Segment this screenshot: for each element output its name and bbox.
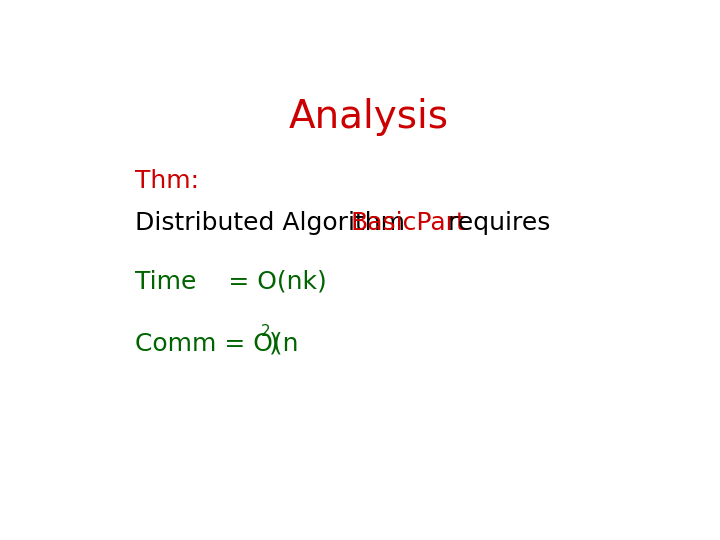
Text: Comm = O(n: Comm = O(n — [135, 332, 298, 355]
Text: Time    = O(nk): Time = O(nk) — [135, 269, 326, 293]
Text: Distributed Algorithm: Distributed Algorithm — [135, 211, 413, 235]
Text: BasicPart: BasicPart — [350, 211, 466, 235]
Text: Thm:: Thm: — [135, 169, 199, 193]
Text: Analysis: Analysis — [289, 98, 449, 136]
Text: 2: 2 — [261, 324, 271, 339]
Text: requires: requires — [440, 211, 550, 235]
Text: ): ) — [269, 332, 279, 355]
